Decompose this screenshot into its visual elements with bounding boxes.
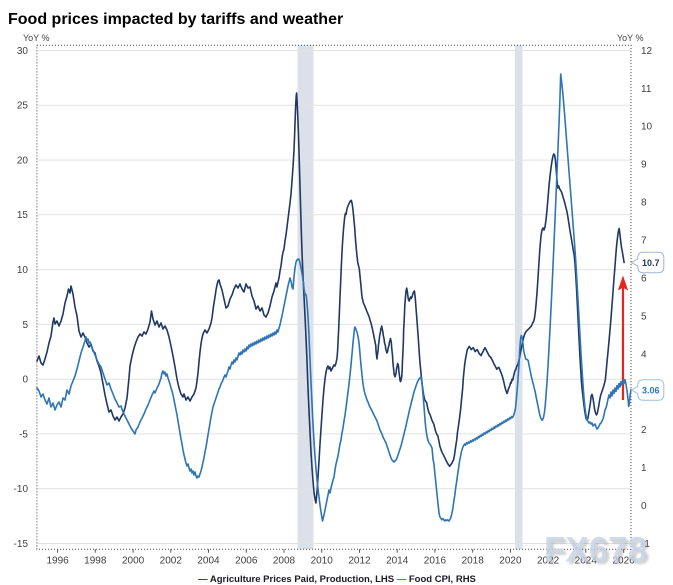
svg-text:2000: 2000	[122, 556, 145, 567]
svg-text:1: 1	[641, 463, 647, 474]
svg-text:2020: 2020	[499, 556, 522, 567]
svg-text:2: 2	[641, 425, 647, 436]
svg-text:20: 20	[17, 156, 29, 167]
svg-text:2022: 2022	[537, 556, 560, 567]
svg-text:2024: 2024	[575, 556, 598, 567]
svg-text:15: 15	[17, 210, 29, 221]
svg-text:-15: -15	[14, 539, 29, 550]
svg-text:YoY %: YoY %	[23, 33, 50, 43]
svg-text:-5: -5	[19, 429, 28, 440]
svg-text:9: 9	[641, 160, 647, 171]
svg-text:2006: 2006	[235, 556, 258, 567]
svg-text:10.7: 10.7	[642, 258, 660, 268]
svg-text:2008: 2008	[273, 556, 296, 567]
svg-text:10: 10	[641, 122, 653, 133]
svg-text:2026: 2026	[612, 556, 635, 567]
svg-text:1996: 1996	[46, 556, 69, 567]
svg-text:8: 8	[641, 198, 647, 209]
svg-text:FX678: FX678	[544, 531, 647, 570]
svg-text:YoY %: YoY %	[617, 33, 644, 43]
svg-text:6: 6	[641, 273, 647, 284]
svg-text:11: 11	[641, 84, 652, 95]
svg-text:— Agriculture Prices Paid, Pro: — Agriculture Prices Paid, Production, L…	[198, 574, 476, 585]
svg-text:10: 10	[17, 265, 29, 276]
svg-text:2012: 2012	[348, 556, 371, 567]
svg-text:0: 0	[22, 375, 28, 386]
svg-text:2016: 2016	[424, 556, 447, 567]
svg-text:3.06: 3.06	[642, 386, 660, 396]
svg-text:-10: -10	[14, 484, 29, 495]
svg-text:2014: 2014	[386, 556, 409, 567]
svg-text:7: 7	[641, 236, 647, 247]
svg-text:2004: 2004	[197, 556, 220, 567]
svg-text:0: 0	[641, 501, 647, 512]
svg-text:-1: -1	[641, 539, 650, 550]
svg-text:2002: 2002	[160, 556, 183, 567]
svg-text:2018: 2018	[462, 556, 485, 567]
svg-text:Food prices impacted by tariff: Food prices impacted by tariffs and weat…	[8, 11, 343, 28]
svg-text:4: 4	[641, 349, 647, 360]
svg-text:12: 12	[641, 46, 653, 57]
svg-text:5: 5	[641, 311, 647, 322]
svg-text:2010: 2010	[311, 556, 334, 567]
svg-text:30: 30	[17, 46, 29, 57]
svg-text:5: 5	[22, 320, 28, 331]
svg-text:25: 25	[17, 101, 29, 112]
svg-text:1998: 1998	[84, 556, 107, 567]
